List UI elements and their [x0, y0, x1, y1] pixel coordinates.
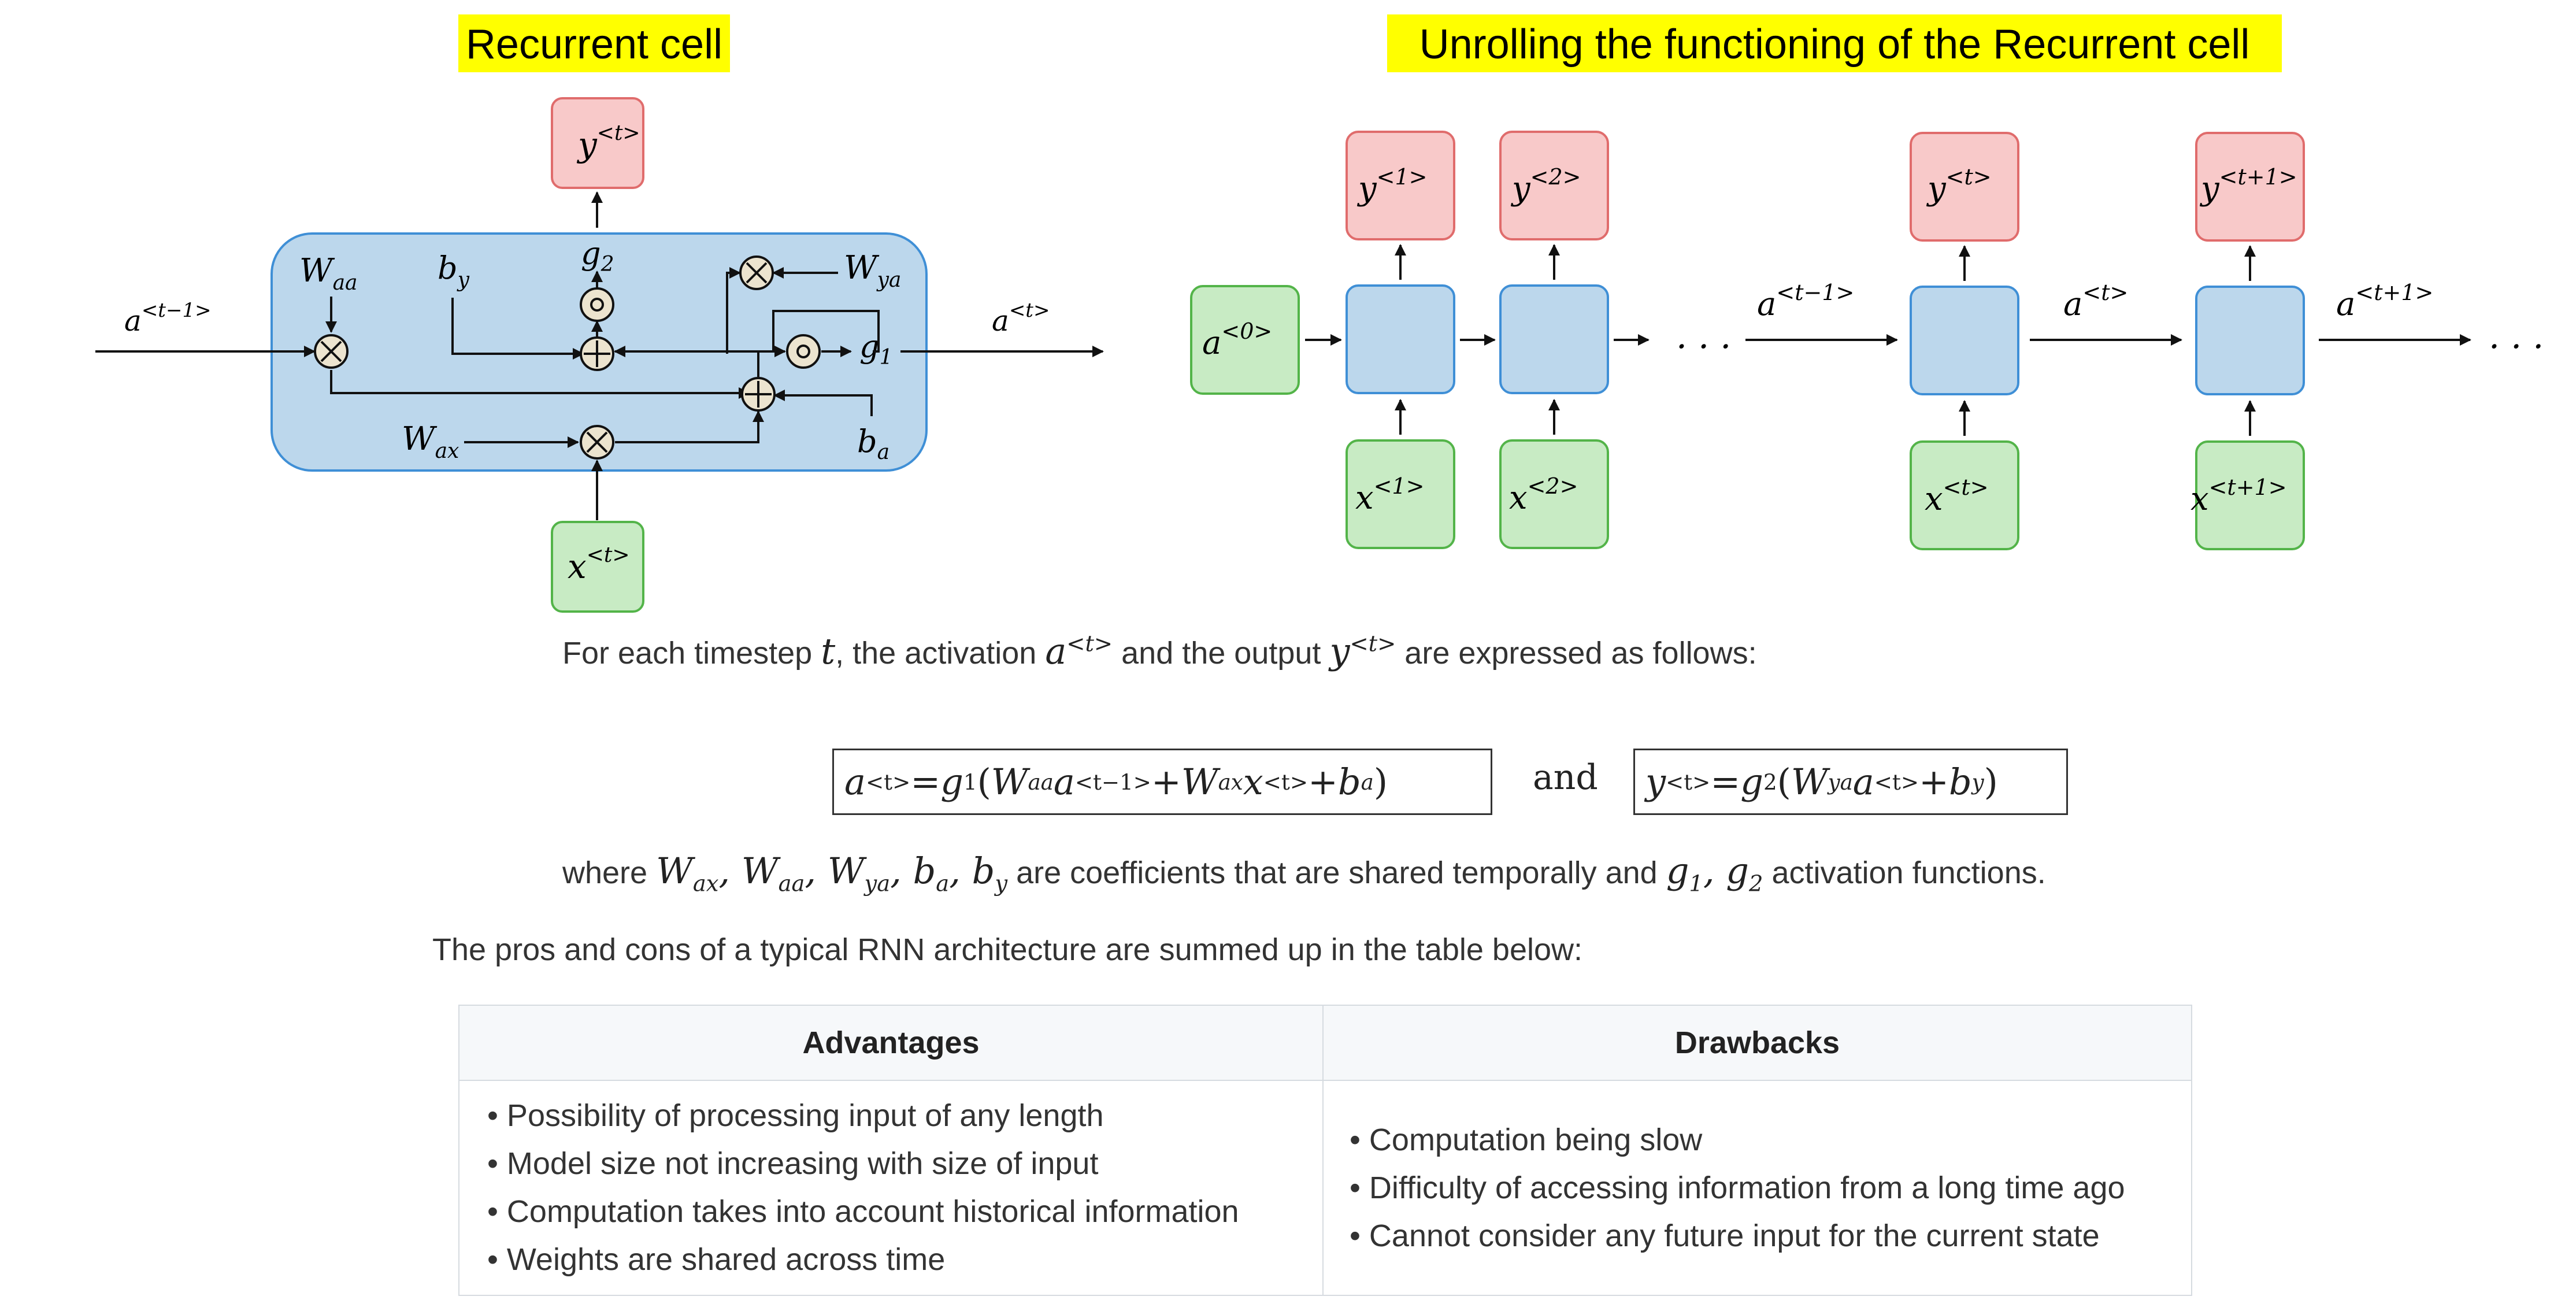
xt1-box — [2195, 440, 2305, 550]
op-multiply-ax — [580, 425, 614, 460]
desc-a: a<t> — [1045, 630, 1113, 672]
rnn-diagram: Recurrent cell y<t> x<t> a<t−1> a<t> Waa… — [95, 14, 2544, 613]
cell-output-box — [551, 97, 644, 189]
a0-label: a<0> — [1202, 318, 1272, 362]
xt-box — [1910, 440, 2019, 550]
list-item: Possibility of processing input of any l… — [487, 1092, 1309, 1140]
equation-and: and — [1533, 757, 1598, 798]
a-t-label: a<t> — [2063, 280, 2128, 323]
yt-box — [1910, 132, 2019, 242]
x2-box — [1499, 439, 1609, 549]
cell-t-box — [1910, 286, 2019, 395]
ellipsis-1: · · · — [1676, 327, 1731, 367]
desc-y: y<t> — [1329, 630, 1396, 672]
list-item: Computation being slow — [1350, 1116, 2177, 1164]
a-tp1-label: a<t+1> — [2336, 280, 2433, 323]
cell-output-label: y<t> — [576, 121, 640, 164]
g2-label: g2 — [581, 235, 614, 276]
pros-cons-table: Advantages Drawbacks Possibility of proc… — [458, 1005, 2192, 1296]
yt1-label: y<t+1> — [2199, 164, 2297, 208]
left-title: Recurrent cell — [458, 14, 730, 72]
list-item: Computation takes into account historica… — [487, 1188, 1309, 1236]
a-next-label: a<t> — [992, 299, 1050, 338]
unrolled-step-t: y<t> x<t> — [1910, 132, 2019, 550]
ellipsis-2: · · · — [2489, 327, 2544, 367]
op-add-a — [741, 377, 776, 412]
xt-label: x<t> — [1925, 475, 1989, 518]
table-row: Possibility of processing input of any l… — [458, 1080, 2192, 1296]
cell-input-box — [551, 521, 644, 613]
a0-box — [1190, 285, 1300, 395]
x2-label: x<2> — [1509, 473, 1578, 517]
w-ax-label: Wax — [402, 420, 459, 463]
right-title: Unrolling the functioning of the Recurre… — [1387, 14, 2282, 72]
cell-input-label: x<t> — [568, 543, 630, 586]
drawbacks-cell: Computation being slow Difficulty of acc… — [1322, 1080, 2192, 1296]
desc-suffix: are expressed as follows: — [1396, 636, 1757, 671]
left-title-text: Recurrent cell — [466, 21, 722, 68]
yt-label: y<t> — [1926, 164, 1992, 208]
unrolled-step-2: y<2> x<2> — [1499, 131, 1609, 549]
g1-label: g1 — [859, 328, 892, 369]
y1-label: y<1> — [1356, 164, 1428, 208]
desc-prefix: For each timestep — [562, 636, 821, 671]
cell-1-box — [1346, 284, 1455, 394]
timestep-description: For each timestep t, the activation a<t>… — [562, 630, 1757, 672]
advantages-list: Possibility of processing input of any l… — [487, 1092, 1309, 1284]
x1-box — [1346, 439, 1455, 549]
desc-mid1: , the activation — [835, 636, 1046, 671]
header-advantages: Advantages — [458, 1005, 1324, 1081]
cell-wires — [95, 191, 1104, 520]
op-multiply-ya — [739, 255, 774, 290]
w-aa-label: Waa — [299, 252, 358, 295]
cell-t1-box — [2195, 286, 2305, 395]
list-item: Cannot consider any future input for the… — [1350, 1212, 2177, 1260]
table-header-row: Advantages Drawbacks — [458, 1005, 2192, 1081]
yt1-box — [2195, 132, 2305, 242]
xt1-label: x<t+1> — [2190, 475, 2287, 518]
a-prev-label: a<t−1> — [124, 299, 212, 338]
x1-label: x<1> — [1355, 473, 1424, 517]
left-title-highlight — [458, 14, 730, 72]
desc-t: t — [821, 630, 836, 672]
b-y-label: by — [438, 250, 470, 292]
unrolled-step-t-plus-1: y<t+1> x<t+1> — [2190, 132, 2305, 550]
op-g1 — [786, 334, 821, 369]
where-line: where Wax, Waa, Wya, ba, by are coeffici… — [562, 850, 2046, 897]
desc-mid2: and the output — [1113, 636, 1330, 671]
op-g2 — [580, 287, 614, 322]
op-add-y — [580, 336, 614, 371]
advantages-cell: Possibility of processing input of any l… — [458, 1080, 1324, 1296]
y2-box — [1499, 131, 1609, 240]
right-title-highlight — [1387, 14, 2282, 72]
right-title-text: Unrolling the functioning of the Recurre… — [1419, 21, 2250, 68]
header-drawbacks: Drawbacks — [1322, 1005, 2192, 1081]
w-ya-label: Wya — [844, 249, 901, 292]
pros-cons-intro: The pros and cons of a typical RNN archi… — [432, 932, 1583, 967]
a-tm1-label: a<t−1> — [1757, 280, 1854, 323]
list-item: Model size not increasing with size of i… — [487, 1140, 1309, 1188]
y1-box — [1346, 131, 1455, 240]
cell-2-box — [1499, 284, 1609, 394]
b-a-label: ba — [857, 423, 889, 464]
list-item: Weights are shared across time — [487, 1236, 1309, 1284]
unrolled-arrows — [1305, 244, 2471, 436]
op-multiply-aa — [314, 334, 349, 369]
drawbacks-list: Computation being slow Difficulty of acc… — [1350, 1116, 2177, 1260]
unrolled-step-1: y<1> x<1> — [1346, 131, 1455, 549]
y2-label: y<2> — [1510, 164, 1581, 208]
list-item: Difficulty of accessing information from… — [1350, 1164, 2177, 1212]
